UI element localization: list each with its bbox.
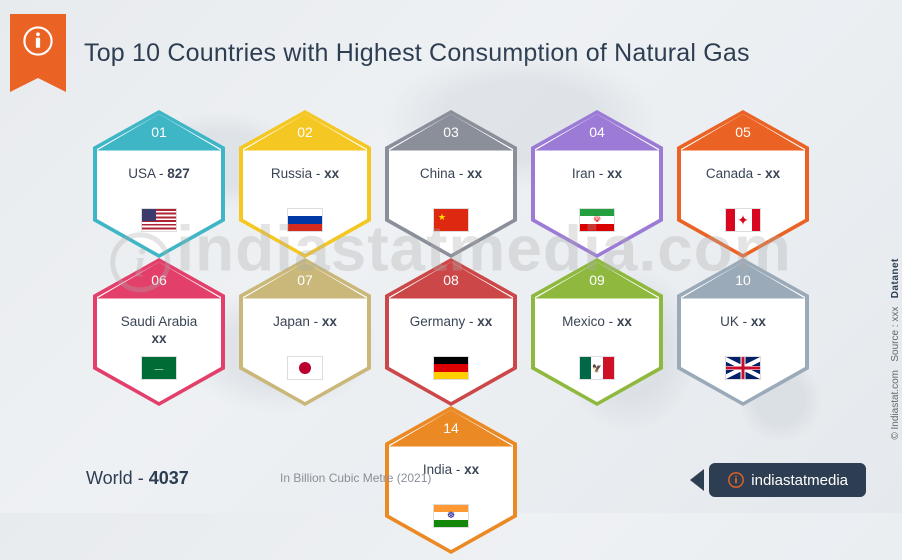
rank-number: 06 xyxy=(97,272,221,288)
rank-number: 01 xyxy=(97,124,221,140)
rank-number: 07 xyxy=(243,272,367,288)
flag-icon: ✦ xyxy=(725,208,761,232)
flag-icon xyxy=(725,356,761,380)
flag-icon: ☫ xyxy=(579,208,615,232)
country-label: Mexico - xx xyxy=(535,314,659,331)
side-credits: © Indiastat.com Source : xxx Datanet xyxy=(891,258,902,440)
hex-item: 02 Russia - xx xyxy=(234,104,376,264)
rank-number: 05 xyxy=(681,124,805,140)
rank-number: 14 xyxy=(389,420,513,436)
rank-number: 10 xyxy=(681,272,805,288)
hex-item: 05 Canada - xx ✦ xyxy=(672,104,814,264)
country-label: UK - xx xyxy=(681,314,805,331)
country-label: Russia - xx xyxy=(243,166,367,183)
world-total: World - 4037 xyxy=(86,468,189,489)
rank-number: 04 xyxy=(535,124,659,140)
country-label: Germany - xx xyxy=(389,314,513,331)
flag-icon: 🦅 xyxy=(579,356,615,380)
rank-number: 03 xyxy=(389,124,513,140)
hex-item: 08 Germany - xx xyxy=(380,252,522,412)
country-label: USA - 827 xyxy=(97,166,221,183)
country-label: Saudi Arabiaxx xyxy=(97,314,221,348)
country-label: Canada - xx xyxy=(681,166,805,183)
hex-item: 01 USA - 827 xyxy=(88,104,230,264)
flag-icon xyxy=(141,208,177,232)
flag-icon: ★ xyxy=(433,208,469,232)
brand-badge-tail xyxy=(690,469,704,491)
brand-badge: indiastatmedia xyxy=(709,463,866,497)
flag-icon xyxy=(287,208,323,232)
flag-icon xyxy=(433,356,469,380)
unit-label: In Billion Cubic Metre (2021) xyxy=(280,471,431,485)
country-label: China - xx xyxy=(389,166,513,183)
hex-item: 06 Saudi Arabiaxx ـــــ xyxy=(88,252,230,412)
rank-number: 08 xyxy=(389,272,513,288)
flag-icon: ☸ xyxy=(433,504,469,528)
hex-item: 03 China - xx ★ xyxy=(380,104,522,264)
rank-number: 02 xyxy=(243,124,367,140)
flag-icon xyxy=(287,356,323,380)
hex-item: 09 Mexico - xx 🦅 xyxy=(526,252,668,412)
country-label: Iran - xx xyxy=(535,166,659,183)
hex-item: 07 Japan - xx xyxy=(234,252,376,412)
rank-number: 09 xyxy=(535,272,659,288)
hex-item: 04 Iran - xx ☫ xyxy=(526,104,668,264)
hex-item: 10 UK - xx xyxy=(672,252,814,412)
country-label: Japan - xx xyxy=(243,314,367,331)
flag-icon: ـــــ xyxy=(141,356,177,380)
